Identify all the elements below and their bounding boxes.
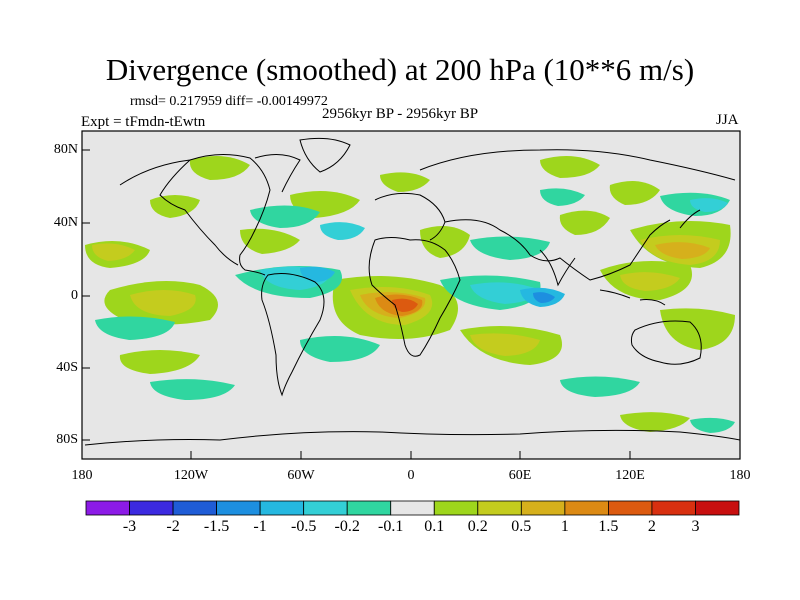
peak-positive-core (392, 298, 418, 312)
lat-label-40s: 40S (56, 360, 78, 375)
map-title: Divergence (smoothed) at 200 hPa (10**6 … (105, 52, 695, 87)
colorbar-label: 0.1 (424, 518, 445, 535)
colorbar-label: 2 (647, 518, 656, 535)
lon-label-0: 0 (407, 468, 415, 483)
colorbar-box (520, 500, 566, 516)
colorbar-box (564, 500, 609, 516)
colorbar-box (390, 500, 435, 516)
colorbar-box (259, 500, 305, 516)
stats-text: rmsd= 0.217959 diff= -0.00149972 (130, 94, 328, 109)
coastlines (84, 137, 740, 446)
axis-ticks (81, 149, 741, 459)
colorbar-label: -0.2 (334, 518, 360, 535)
lon-label-60w: 60W (287, 468, 315, 483)
lon-label-120w: 120W (173, 468, 209, 483)
colorbar-label: 0.2 (467, 518, 488, 535)
colorbar (85, 500, 740, 516)
colorbar-label: -0.1 (378, 518, 404, 535)
lat-label-40n: 40N (53, 215, 78, 230)
colorbar-box (433, 500, 479, 516)
colorbar-label: -1.5 (203, 518, 230, 535)
season-text: JJA (716, 112, 739, 128)
colorbar-box (608, 500, 653, 516)
colorbar-box (346, 500, 392, 516)
lat-label-0: 0 (71, 288, 78, 303)
experiment-text: Expt = tFmdn-tEwtn (81, 114, 206, 130)
colorbar-box (695, 500, 740, 516)
colorbar-label: -0.5 (291, 518, 317, 535)
colorbar-label: 0.5 (511, 518, 532, 535)
colorbar-label: -2 (166, 518, 180, 535)
lon-label-120e: 120E (615, 468, 645, 483)
colorbar-box (129, 500, 174, 516)
colorbar-box (216, 500, 261, 516)
lon-label-180e: 180 (729, 468, 751, 483)
lon-label-60e: 60E (508, 468, 532, 483)
colorbar-box (172, 500, 218, 516)
lat-label-80s: 80S (56, 432, 78, 447)
colorbar-label: -3 (122, 518, 137, 535)
anomaly-field (84, 137, 740, 446)
colorbar-box (303, 500, 348, 516)
colorbar-label: 1.5 (598, 518, 619, 535)
colorbar-box (85, 500, 130, 516)
lon-label-180w: 180 (71, 468, 93, 483)
peak-negative-core (533, 292, 555, 303)
colorbar-label: 3 (691, 518, 700, 535)
period-text: 2956kyr BP - 2956kyr BP (322, 106, 479, 122)
colorbar-box (477, 500, 522, 516)
lat-label-80n: 80N (53, 142, 78, 157)
colorbar-label: -1 (253, 518, 267, 535)
colorbar-box (651, 500, 696, 516)
colorbar-label: 1 (560, 518, 569, 535)
